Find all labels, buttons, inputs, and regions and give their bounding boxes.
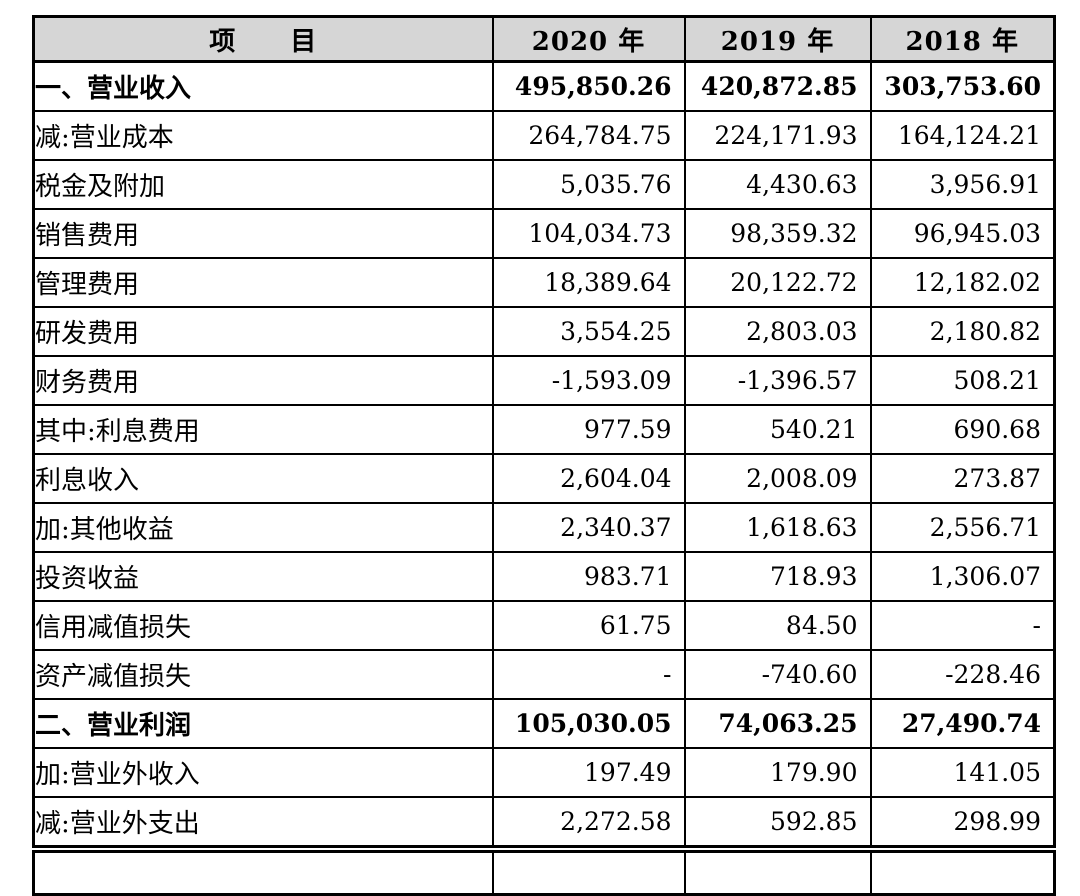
value-cell: 298.99	[869, 796, 1056, 850]
table-body: 一、营业收入 495,850.26 420,872.85 303,753.60 减:营业…	[32, 60, 1056, 895]
table-row: 销售费用 104,034.73 98,359.32 96,945.03	[32, 208, 1056, 259]
value-cell: 74,063.25	[683, 698, 872, 749]
value-cell: 2,180.82	[869, 306, 1056, 357]
table-row-partial	[32, 845, 1056, 895]
value-cell: 105,030.05	[491, 698, 686, 749]
table-row: 财务费用 -1,593.09 -1,396.57 508.21	[32, 355, 1056, 406]
document-page: 项 目 2020 年 2019 年 2018 年 一、营业收入 495,850.2…	[32, 15, 1056, 896]
value-cell	[869, 845, 1056, 895]
value-cell: 303,753.60	[869, 60, 1056, 112]
value-cell: 3,956.91	[869, 159, 1056, 210]
row-label: 财务费用	[32, 355, 494, 406]
value-cell: 1,618.63	[683, 502, 872, 553]
value-cell: 20,122.72	[683, 257, 872, 308]
table-row: 投资收益 983.71 718.93 1,306.07	[32, 551, 1056, 602]
value-cell: 977.59	[491, 404, 686, 455]
value-cell: 2,604.04	[491, 453, 686, 504]
row-label: 销售费用	[32, 208, 494, 259]
value-cell: 27,490.74	[869, 698, 1056, 749]
value-cell: 420,872.85	[683, 60, 872, 112]
row-label: 二、营业利润	[32, 698, 494, 749]
value-cell: 12,182.02	[869, 257, 1056, 308]
value-cell: 495,850.26	[491, 60, 686, 112]
table-header-row: 项 目 2020 年 2019 年 2018 年	[32, 15, 1056, 63]
table-row: 其中:利息费用 977.59 540.21 690.68	[32, 404, 1056, 455]
value-cell: -	[491, 649, 686, 700]
table-row: 税金及附加 5,035.76 4,430.63 3,956.91	[32, 159, 1056, 210]
value-cell: 264,784.75	[491, 110, 686, 161]
column-header-year-2020: 2020 年	[491, 15, 686, 63]
row-label: 税金及附加	[32, 159, 494, 210]
row-label: 利息收入	[32, 453, 494, 504]
table-row: 减:营业成本 264,784.75 224,171.93 164,124.21	[32, 110, 1056, 161]
row-label: 投资收益	[32, 551, 494, 602]
row-label: 加:营业外收入	[32, 747, 494, 798]
table-row: 管理费用 18,389.64 20,122.72 12,182.02	[32, 257, 1056, 308]
value-cell: 690.68	[869, 404, 1056, 455]
value-cell: 98,359.32	[683, 208, 872, 259]
value-cell: 2,556.71	[869, 502, 1056, 553]
row-label: 其中:利息费用	[32, 404, 494, 455]
value-cell: 983.71	[491, 551, 686, 602]
value-cell: 2,340.37	[491, 502, 686, 553]
value-cell: 197.49	[491, 747, 686, 798]
value-cell: 273.87	[869, 453, 1056, 504]
value-cell: 141.05	[869, 747, 1056, 798]
table-row: 加:其他收益 2,340.37 1,618.63 2,556.71	[32, 502, 1056, 553]
value-cell: 61.75	[491, 600, 686, 651]
row-label: 研发费用	[32, 306, 494, 357]
value-cell: 540.21	[683, 404, 872, 455]
table-row: 研发费用 3,554.25 2,803.03 2,180.82	[32, 306, 1056, 357]
value-cell: 84.50	[683, 600, 872, 651]
value-cell: 2,272.58	[491, 796, 686, 850]
value-cell	[491, 845, 686, 895]
column-header-year-2019: 2019 年	[683, 15, 872, 63]
value-cell: 1,306.07	[869, 551, 1056, 602]
value-cell: 508.21	[869, 355, 1056, 406]
row-label: 信用减值损失	[32, 600, 494, 651]
value-cell: 4,430.63	[683, 159, 872, 210]
table-row: 一、营业收入 495,850.26 420,872.85 303,753.60	[32, 60, 1056, 112]
value-cell: -	[869, 600, 1056, 651]
row-label: 资产减值损失	[32, 649, 494, 700]
table-row: 利息收入 2,604.04 2,008.09 273.87	[32, 453, 1056, 504]
value-cell: 179.90	[683, 747, 872, 798]
value-cell: -1,593.09	[491, 355, 686, 406]
income-statement-table: 项 目 2020 年 2019 年 2018 年 一、营业收入 495,850.2…	[32, 15, 1056, 896]
table-row: 加:营业外收入 197.49 179.90 141.05	[32, 747, 1056, 798]
value-cell: 2,803.03	[683, 306, 872, 357]
value-cell: 592.85	[683, 796, 872, 850]
value-cell: 164,124.21	[869, 110, 1056, 161]
value-cell: 3,554.25	[491, 306, 686, 357]
value-cell: 18,389.64	[491, 257, 686, 308]
value-cell: -740.60	[683, 649, 872, 700]
table-row: 资产减值损失 - -740.60 -228.46	[32, 649, 1056, 700]
value-cell: 104,034.73	[491, 208, 686, 259]
value-cell: 2,008.09	[683, 453, 872, 504]
column-header-year-2018: 2018 年	[869, 15, 1056, 63]
table-row: 信用减值损失 61.75 84.50-	[32, 600, 1056, 651]
value-cell: 718.93	[683, 551, 872, 602]
value-cell: 5,035.76	[491, 159, 686, 210]
row-label	[32, 845, 494, 895]
value-cell: -1,396.57	[683, 355, 872, 406]
row-label: 减:营业外支出	[32, 796, 494, 850]
table-row: 二、营业利润 105,030.05 74,063.25 27,490.74	[32, 698, 1056, 749]
table-row: 减:营业外支出 2,272.58 592.85 298.99	[32, 796, 1056, 850]
value-cell: 224,171.93	[683, 110, 872, 161]
value-cell: -228.46	[869, 649, 1056, 700]
row-label: 加:其他收益	[32, 502, 494, 553]
row-label: 减:营业成本	[32, 110, 494, 161]
value-cell: 96,945.03	[869, 208, 1056, 259]
column-header-item: 项 目	[32, 15, 494, 63]
value-cell	[683, 845, 872, 895]
row-label: 管理费用	[32, 257, 494, 308]
row-label: 一、营业收入	[32, 60, 494, 112]
